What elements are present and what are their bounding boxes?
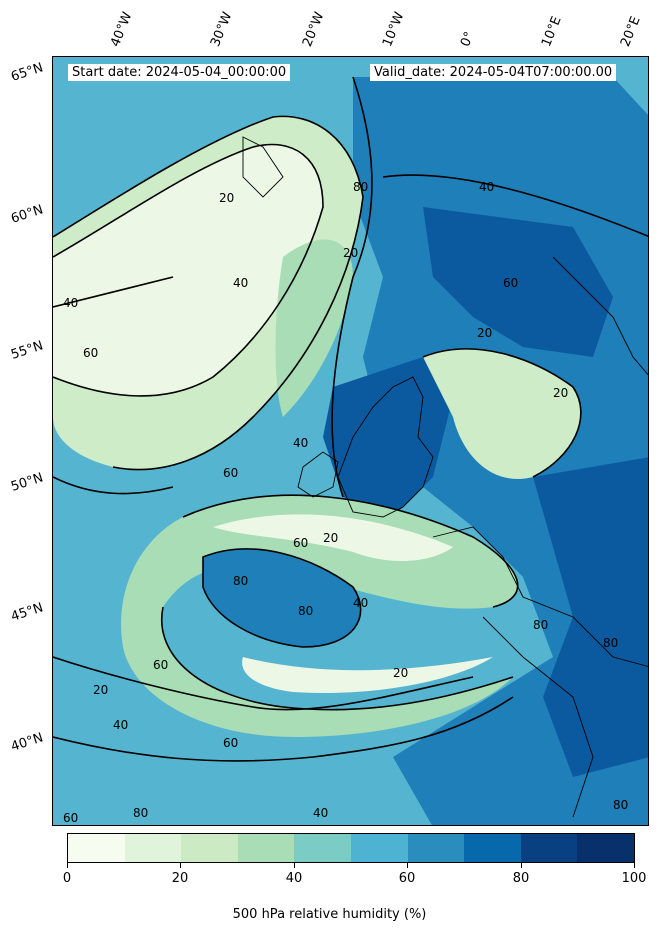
very-moist-region-north-sea [423,207,613,357]
very-moist-region-central-europe [533,457,648,777]
colorbar-segment [407,834,465,862]
lon-label-40w: 40°W [108,10,136,49]
colorbar-tick-label: 100 [621,871,647,886]
contour-label: 40 [313,806,328,820]
colorbar-tick-label: 80 [512,871,530,886]
dry-swirl-core [213,514,453,562]
lon-label-30w: 30°W [208,10,236,49]
coastlines [242,136,648,818]
contour-label: 80 [613,798,628,812]
contour-label: 20 [343,246,358,260]
colorbar-segment [577,834,634,862]
dry-area-north-sea [423,348,581,479]
contour-label: 20 [477,326,492,340]
valid-date-label: Valid_date: 2024-05-04T07:00:00.00 [370,64,617,81]
very-dry-core-north-atlantic [53,144,323,396]
colorbar-segment [237,834,295,862]
contour-label: 80 [353,180,368,194]
contour-label: 40 [353,596,368,610]
map-canvas: 20 40 40 60 40 80 20 60 20 20 40 60 20 6… [53,57,648,825]
colorbar-tick [294,863,295,868]
contour-label: 20 [553,386,568,400]
colorbar [67,833,635,863]
lon-label-10e: 10°E [539,14,565,49]
contour-line [331,76,373,498]
contour-label-group: 20 40 40 60 40 80 20 60 20 20 40 60 20 6… [63,180,628,825]
lat-label-40n: 40°N [9,730,46,755]
colorbar-segment [464,834,521,862]
coastline-iceland [242,136,284,198]
coastline-iberia-east [482,616,594,818]
contour-line [53,696,514,762]
moist-pocket-biscay [203,548,361,647]
colorbar-segment [124,834,182,862]
contour-label: 60 [293,536,308,550]
colorbar-tick [521,863,522,868]
contour-label: 20 [219,191,234,205]
lon-label-0: 0° [458,29,478,49]
colorbar-title: 500 hPa relative humidity (%) [232,907,427,922]
contour-label: 60 [223,466,238,480]
colorbar-tick [407,863,408,868]
contour-label: 60 [63,811,78,825]
colorbar-segment [520,834,578,862]
contour-line [53,656,474,711]
contour-label: 80 [533,618,548,632]
lat-label-55n: 55°N [9,338,46,363]
contour-label: 20 [93,683,108,697]
contour-line [160,606,514,711]
contour-line [202,548,362,648]
lat-label-60n: 60°N [9,202,46,227]
contour-line [382,174,648,238]
contour-label: 60 [223,736,238,750]
contour-line [53,143,324,397]
coastline-great-britain [337,376,434,518]
contour-label: 20 [393,666,408,680]
colorbar-tick [180,863,181,868]
contour-line [422,348,582,478]
colorbar-tick-label: 0 [62,871,72,886]
contour-label: 40 [113,718,128,732]
colorbar-segment [350,834,408,862]
colorbar-tick [634,863,635,868]
contour-label: 40 [63,296,78,310]
contour-label: 80 [603,636,618,650]
coastline-france [432,526,648,667]
lat-label-50n: 50°N [9,470,46,495]
lon-label-20e: 20°E [618,14,644,49]
colorbar-tick-label: 20 [171,871,189,886]
lat-label-45n: 45°N [9,600,46,625]
colorbar-segment [181,834,238,862]
contour-label: 40 [293,436,308,450]
very-moist-region-british-isles [323,357,453,517]
contour-label: 80 [233,574,248,588]
humidity-map: 20 40 40 60 40 80 20 60 20 20 40 60 20 6… [52,56,649,826]
contour-label: 60 [83,346,98,360]
contour-line [53,115,364,471]
contour-label: 80 [133,806,148,820]
contour-line [182,494,519,608]
lat-label-65n: 65°N [9,60,46,85]
contour-label: 60 [153,658,168,672]
colorbar-tick-label: 60 [398,871,416,886]
contour-label: 60 [503,276,518,290]
lon-label-20w: 20°W [300,10,328,49]
dry-filament-south [242,657,493,693]
lon-label-10w: 10°W [380,10,408,49]
contour-label: 40 [233,276,248,290]
coastline-ireland [297,451,339,498]
dry-strip-rockall [275,239,353,417]
colorbar-tick-label: 40 [285,871,303,886]
colorbar-tick [67,863,68,868]
contour-line [53,476,174,495]
contour-label: 40 [479,180,494,194]
colorbar-segment [68,834,125,862]
contour-label: 80 [298,604,313,618]
contour-label: 20 [323,531,338,545]
start-date-label: Start date: 2024-05-04_00:00:00 [68,64,291,81]
colorbar-segment [294,834,351,862]
coastline-norway [552,256,648,376]
contour-line [53,276,174,308]
contour-lines [53,76,648,762]
